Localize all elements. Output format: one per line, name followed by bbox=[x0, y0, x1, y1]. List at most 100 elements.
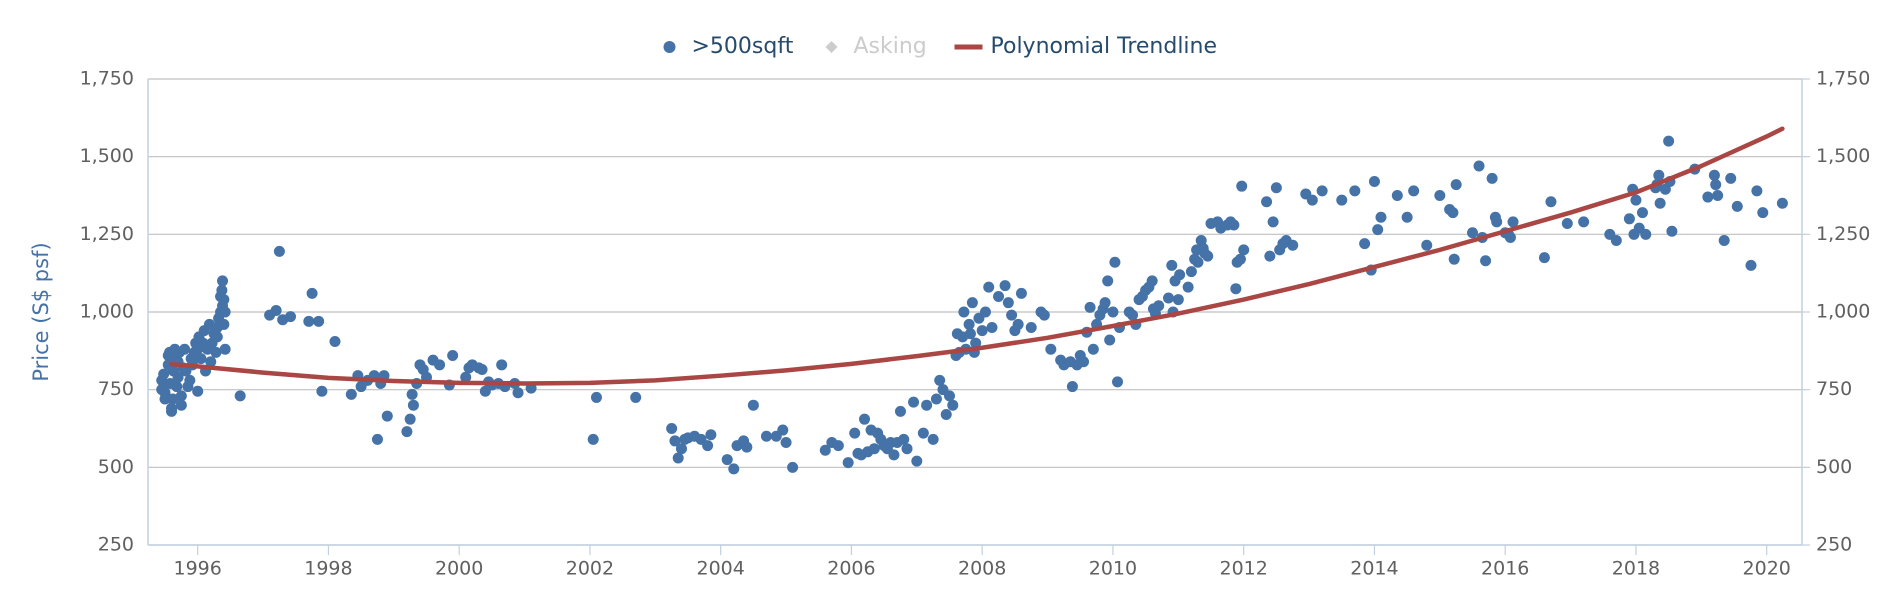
data-point bbox=[1316, 185, 1328, 197]
data-point bbox=[496, 359, 508, 371]
data-point bbox=[1708, 169, 1720, 181]
data-point bbox=[1491, 216, 1503, 228]
data-point bbox=[894, 405, 906, 417]
data-point bbox=[1127, 309, 1139, 321]
data-point bbox=[195, 353, 207, 365]
data-point bbox=[1630, 194, 1642, 206]
data-point bbox=[1434, 190, 1446, 201]
y2-tick-label: 500 bbox=[1816, 456, 1852, 478]
data-point bbox=[1480, 255, 1492, 267]
data-point bbox=[1102, 275, 1114, 287]
data-point bbox=[381, 410, 393, 422]
y-tick-label: 1,000 bbox=[80, 301, 134, 323]
data-point bbox=[849, 427, 861, 439]
data-point bbox=[1238, 244, 1250, 256]
data-point bbox=[192, 385, 204, 397]
data-point bbox=[1448, 253, 1460, 265]
data-point bbox=[888, 449, 900, 461]
data-point bbox=[1163, 292, 1175, 304]
data-point bbox=[218, 294, 230, 306]
data-point bbox=[1066, 381, 1078, 393]
y2-tick-label: 1,750 bbox=[1816, 68, 1870, 90]
x-tick-label: 2020 bbox=[1743, 558, 1791, 580]
data-point bbox=[986, 322, 998, 334]
data-point bbox=[1654, 197, 1666, 209]
data-point bbox=[911, 455, 923, 467]
data-point bbox=[1192, 256, 1204, 268]
x-tick-label: 2000 bbox=[435, 558, 483, 580]
data-point bbox=[944, 390, 956, 402]
data-point bbox=[166, 402, 178, 414]
data-point bbox=[1002, 297, 1014, 309]
data-point bbox=[285, 311, 297, 323]
data-point bbox=[1725, 172, 1737, 184]
data-point bbox=[1261, 196, 1273, 208]
data-point bbox=[1172, 294, 1184, 306]
data-point bbox=[1578, 216, 1590, 228]
data-point bbox=[993, 290, 1005, 302]
data-point bbox=[1545, 196, 1557, 208]
data-point bbox=[964, 328, 976, 340]
data-point bbox=[1421, 239, 1433, 251]
data-point bbox=[1401, 211, 1413, 223]
data-point bbox=[908, 396, 920, 408]
data-point bbox=[1504, 231, 1516, 243]
data-point bbox=[1109, 256, 1121, 268]
data-point bbox=[901, 443, 913, 455]
data-point bbox=[979, 306, 991, 318]
data-point bbox=[859, 413, 871, 425]
legend-item[interactable]: Polynomial Trendline bbox=[991, 34, 1218, 59]
data-point bbox=[447, 349, 459, 361]
x-tick-label: 2004 bbox=[697, 558, 745, 580]
data-point bbox=[1391, 190, 1403, 201]
data-point bbox=[947, 399, 959, 411]
data-point bbox=[234, 390, 246, 402]
data-point bbox=[999, 280, 1011, 292]
data-point bbox=[1636, 207, 1648, 219]
data-point bbox=[672, 452, 684, 464]
data-point bbox=[958, 306, 970, 318]
data-point bbox=[705, 429, 717, 441]
data-point bbox=[1745, 259, 1757, 271]
data-point bbox=[1267, 216, 1279, 228]
data-point bbox=[217, 275, 229, 287]
data-point bbox=[1015, 287, 1027, 299]
data-point bbox=[1349, 185, 1361, 197]
x-tick-label: 2008 bbox=[958, 558, 1006, 580]
data-point bbox=[1112, 376, 1124, 388]
data-point bbox=[777, 424, 789, 436]
data-point bbox=[1078, 356, 1090, 368]
data-point bbox=[741, 441, 753, 453]
data-point bbox=[159, 393, 171, 405]
data-point bbox=[747, 399, 759, 411]
data-point bbox=[179, 343, 191, 355]
data-point bbox=[780, 436, 792, 448]
data-point bbox=[313, 315, 325, 327]
data-point bbox=[983, 281, 995, 293]
data-point bbox=[205, 356, 217, 368]
legend-item[interactable]: Asking bbox=[854, 34, 927, 59]
data-point bbox=[1710, 179, 1722, 191]
data-point bbox=[219, 343, 231, 355]
y2-tick-label: 1,000 bbox=[1816, 301, 1870, 323]
data-point bbox=[1230, 283, 1242, 295]
data-point bbox=[1185, 266, 1197, 278]
data-point bbox=[1228, 219, 1240, 231]
legend-item[interactable]: >500sqft bbox=[692, 34, 794, 59]
data-point bbox=[175, 399, 187, 411]
x-tick-label: 2002 bbox=[566, 558, 614, 580]
y-tick-label: 750 bbox=[98, 378, 134, 400]
data-point bbox=[1731, 200, 1743, 212]
data-point bbox=[401, 426, 413, 438]
data-point bbox=[966, 297, 978, 309]
data-point bbox=[728, 463, 740, 475]
data-point bbox=[1666, 225, 1678, 237]
data-point bbox=[1234, 253, 1246, 265]
data-point bbox=[669, 435, 681, 447]
data-point bbox=[1104, 334, 1116, 346]
data-point bbox=[171, 381, 183, 393]
data-point bbox=[970, 337, 982, 349]
data-point bbox=[316, 385, 328, 397]
